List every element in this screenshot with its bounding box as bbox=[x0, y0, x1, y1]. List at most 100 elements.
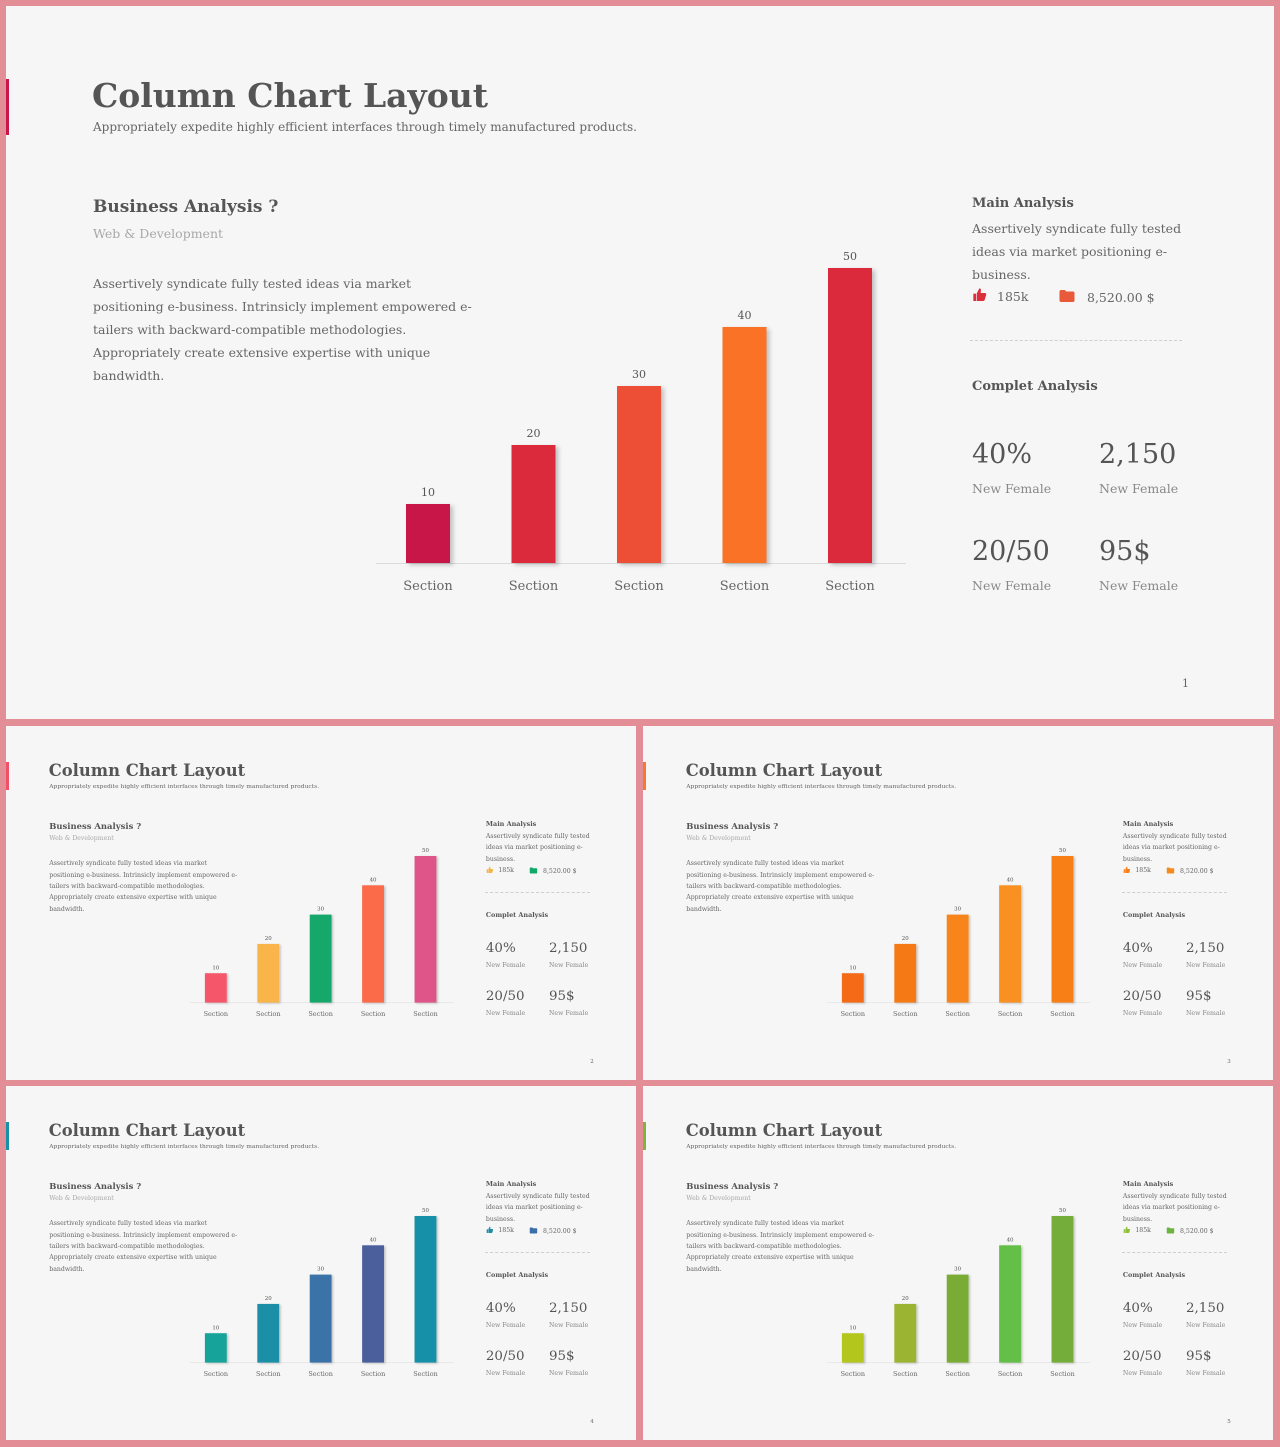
business-heading: Business Analysis ? bbox=[686, 1180, 779, 1191]
chart-category-label: Section bbox=[840, 1010, 865, 1018]
chart-category-label: Section bbox=[998, 1010, 1023, 1018]
chart-bar bbox=[841, 973, 864, 1003]
page-number: 3 bbox=[1227, 1059, 1231, 1066]
chart-bar bbox=[309, 1274, 332, 1363]
chart-category-label: Section bbox=[614, 579, 664, 594]
main-analysis-heading: Main Analysis bbox=[485, 1180, 537, 1189]
business-meta: Web & Development bbox=[49, 1195, 114, 1203]
amount-stat: 8,520.00 $ bbox=[1166, 1226, 1214, 1237]
chart-bar bbox=[414, 1216, 437, 1363]
slide-subtitle: Appropriately expedite highly efficient … bbox=[686, 1142, 957, 1150]
likes-icon-wrap bbox=[486, 1226, 494, 1236]
chart-bar bbox=[998, 1245, 1021, 1363]
business-heading: Business Analysis ? bbox=[49, 1180, 142, 1191]
chart-data-label: 10 bbox=[849, 1325, 856, 1331]
chart-data-label: 10 bbox=[212, 1325, 219, 1331]
business-meta: Web & Development bbox=[686, 1195, 751, 1203]
likes-icon-wrap bbox=[1123, 1226, 1131, 1236]
chart-bar bbox=[361, 885, 384, 1003]
slide-subtitle: Appropriately expedite highly efficient … bbox=[49, 1142, 320, 1150]
kpi-label: New Female bbox=[1099, 578, 1179, 593]
kpi-label: New Female bbox=[1099, 481, 1179, 496]
chart-category-label: Section bbox=[256, 1010, 280, 1018]
slide-subtitle: Appropriately expedite highly efficient … bbox=[49, 782, 320, 790]
kpi-value: 2,150 bbox=[1186, 941, 1225, 957]
section-divider bbox=[484, 1251, 591, 1253]
chart-bar bbox=[722, 327, 767, 563]
kpi-value: 40% bbox=[485, 941, 516, 957]
chart-bar bbox=[946, 914, 969, 1003]
business-paragraph: Assertively syndicate fully tested ideas… bbox=[49, 1220, 238, 1273]
folder-icon bbox=[1166, 867, 1174, 874]
kpi-value: 95$ bbox=[1186, 989, 1212, 1005]
chart-bar bbox=[841, 1333, 864, 1363]
chart-data-label: 10 bbox=[421, 486, 435, 499]
slide-title: Column Chart Layout bbox=[685, 1120, 883, 1140]
business-paragraph: Assertively syndicate fully tested ideas… bbox=[49, 860, 238, 913]
kpi-label: New Female bbox=[1122, 961, 1163, 969]
likes-value: 185k bbox=[498, 1227, 514, 1235]
business-meta: Web & Development bbox=[686, 835, 751, 843]
column-chart: 10 Section 20 Section 30 Section 40 Section 50 Se… bbox=[826, 848, 1091, 1018]
slide-subtitle: Appropriately expedite highly efficient … bbox=[686, 782, 957, 790]
slide: Column Chart Layout Appropriately expedit… bbox=[6, 726, 636, 1080]
kpi-label: New Female bbox=[485, 1321, 526, 1329]
kpi-value: 20/50 bbox=[972, 536, 1050, 567]
chart-bar bbox=[309, 914, 332, 1003]
slide: Column Chart Layout Appropriately expedit… bbox=[643, 1086, 1273, 1440]
kpi-value: 40% bbox=[972, 439, 1033, 470]
amount-stat: 8,520.00 $ bbox=[1166, 866, 1214, 877]
slide: Column Chart Layout Appropriately expedit… bbox=[643, 726, 1273, 1080]
kpi-value: 2,150 bbox=[1186, 1301, 1225, 1317]
chart-category-label: Section bbox=[203, 1370, 228, 1378]
chart-category-label: Section bbox=[840, 1370, 865, 1378]
chart-bar bbox=[1051, 856, 1074, 1003]
kpi-value: 95$ bbox=[549, 989, 575, 1005]
chart-category-label: Section bbox=[945, 1370, 970, 1378]
likes-value: 185k bbox=[498, 867, 514, 875]
chart-data-label: 10 bbox=[212, 965, 219, 971]
amount-value: 8,520.00 $ bbox=[543, 867, 577, 875]
business-meta: Web & Development bbox=[49, 835, 114, 843]
thumbs-up-icon bbox=[486, 1226, 493, 1233]
complete-analysis-heading: Complet Analysis bbox=[485, 911, 549, 920]
chart-bar bbox=[1051, 1216, 1074, 1363]
chart-bar bbox=[946, 1274, 969, 1363]
kpi-label: New Female bbox=[549, 1321, 589, 1329]
amount-icon-wrap bbox=[529, 866, 538, 877]
chart-data-label: 20 bbox=[902, 936, 909, 942]
amount-value: 8,520.00 $ bbox=[543, 1227, 577, 1235]
chart-category-label: Section bbox=[308, 1010, 333, 1018]
chart-data-label: 40 bbox=[369, 1237, 376, 1243]
chart-data-label: 30 bbox=[954, 907, 961, 913]
chart-data-label: 30 bbox=[632, 368, 646, 381]
page-number: 2 bbox=[590, 1059, 594, 1066]
folder-icon bbox=[529, 1227, 537, 1234]
main-analysis-text: Assertively syndicate fully tested ideas… bbox=[1122, 832, 1227, 863]
accent-bar bbox=[6, 762, 9, 791]
likes-stat: 185k bbox=[972, 287, 1028, 306]
main-analysis-text: Assertively syndicate fully tested ideas… bbox=[972, 221, 1182, 282]
kpi-value: 2,150 bbox=[1099, 439, 1177, 470]
business-heading: Business Analysis ? bbox=[49, 820, 142, 831]
kpi-value: 40% bbox=[1122, 1301, 1153, 1317]
likes-value: 185k bbox=[1135, 1227, 1151, 1235]
main-analysis-text: Assertively syndicate fully tested ideas… bbox=[485, 1192, 590, 1223]
chart-bar bbox=[204, 1333, 227, 1363]
kpi-label: New Female bbox=[1186, 1321, 1226, 1329]
chart-category-label: Section bbox=[720, 579, 770, 594]
kpi-label: New Female bbox=[485, 1370, 526, 1378]
chart-data-label: 50 bbox=[1059, 1208, 1066, 1214]
chart-data-label: 50 bbox=[843, 250, 857, 263]
kpi-label: New Female bbox=[1186, 1370, 1226, 1378]
likes-stat: 185k bbox=[1123, 1226, 1151, 1236]
main-analysis-text: Assertively syndicate fully tested ideas… bbox=[1122, 1192, 1227, 1223]
kpi-value: 2,150 bbox=[549, 1301, 588, 1317]
business-heading: Business Analysis ? bbox=[93, 197, 279, 217]
amount-value: 8,520.00 $ bbox=[1180, 1227, 1214, 1235]
page-number: 1 bbox=[1182, 677, 1189, 690]
chart-category-label: Section bbox=[998, 1370, 1023, 1378]
business-paragraph: Assertively syndicate fully tested ideas… bbox=[686, 1220, 875, 1273]
likes-stat: 185k bbox=[486, 1226, 514, 1236]
column-chart: 10 Section 20 Section 30 Section 40 Section 50 Se… bbox=[826, 1208, 1091, 1378]
